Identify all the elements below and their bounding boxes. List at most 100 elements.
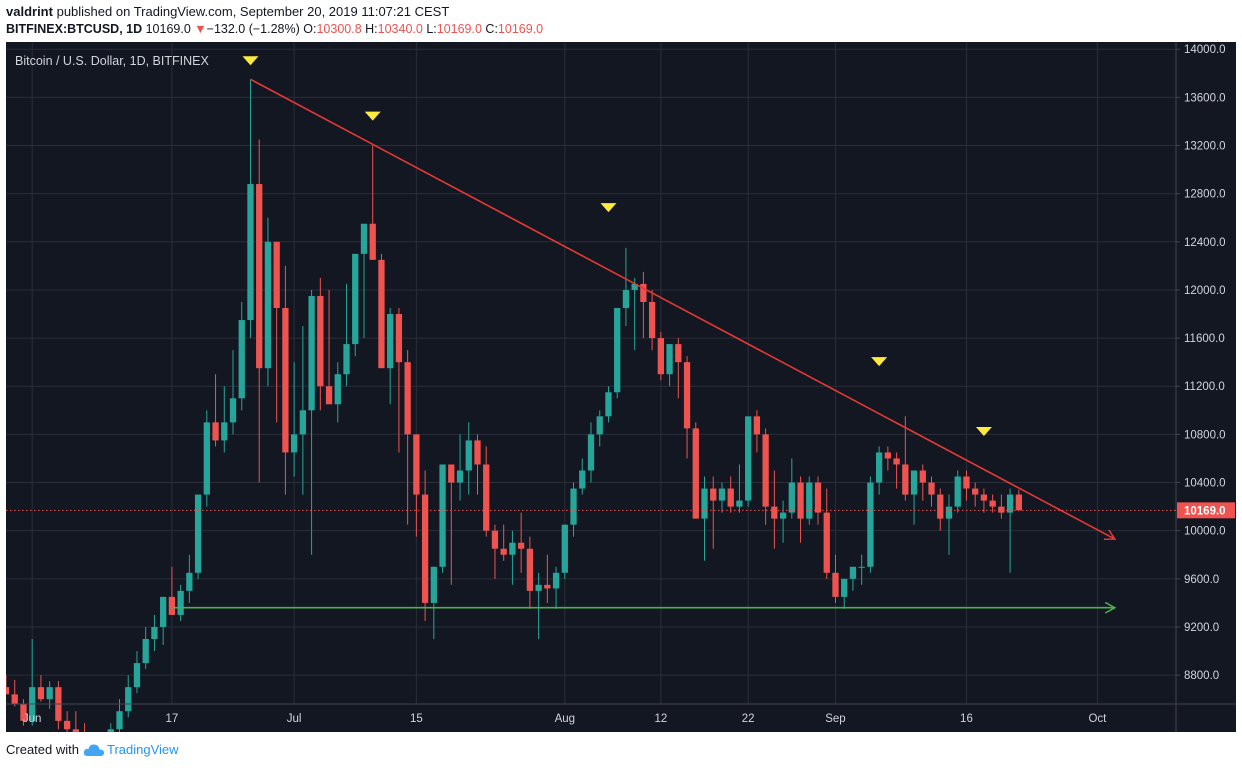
candle-body bbox=[273, 241, 280, 309]
candle bbox=[614, 308, 621, 399]
candle-body bbox=[910, 470, 918, 495]
down-triangle-marker bbox=[600, 203, 617, 213]
candle bbox=[666, 344, 673, 387]
candle bbox=[919, 464, 926, 501]
y-tick-label: 11200.0 bbox=[1184, 381, 1225, 393]
candle-body bbox=[552, 572, 560, 589]
tradingview-brand[interactable]: TradingView bbox=[106, 742, 179, 757]
candle bbox=[343, 283, 350, 387]
candle bbox=[631, 277, 638, 351]
candle bbox=[814, 476, 822, 525]
candle bbox=[116, 699, 123, 736]
candle-body bbox=[465, 440, 472, 471]
high-label: H: bbox=[365, 22, 378, 36]
candle bbox=[535, 572, 542, 640]
candle bbox=[806, 476, 813, 525]
resistance-arrowhead bbox=[1103, 529, 1117, 540]
candle bbox=[875, 446, 883, 495]
candle-body bbox=[518, 542, 525, 549]
candle-body bbox=[884, 452, 892, 459]
y-tick-label: 9200.0 bbox=[1184, 622, 1219, 634]
candle-body bbox=[596, 416, 603, 435]
candle bbox=[736, 464, 743, 513]
candle bbox=[753, 410, 761, 453]
candle bbox=[701, 476, 708, 561]
candle-body bbox=[657, 338, 664, 375]
candle-body bbox=[587, 434, 595, 471]
candle bbox=[37, 675, 45, 702]
candle-body bbox=[221, 422, 228, 441]
candle bbox=[989, 494, 996, 513]
candle-body bbox=[989, 500, 996, 507]
publish-info: valdrint published on TradingView.com, S… bbox=[6, 4, 449, 19]
candle-body bbox=[570, 488, 577, 525]
candle-body bbox=[605, 392, 612, 417]
tradingview-cloud-icon bbox=[83, 743, 105, 756]
candle-body bbox=[378, 259, 385, 369]
candle-body bbox=[753, 416, 761, 435]
candle-body bbox=[526, 548, 534, 591]
x-tick-label: Jul bbox=[287, 713, 302, 725]
candle bbox=[779, 500, 787, 543]
candle-body bbox=[247, 184, 254, 321]
last-price-tag bbox=[1177, 502, 1235, 519]
candle bbox=[771, 470, 778, 549]
candle bbox=[194, 494, 202, 579]
y-tick-label: 8800.0 bbox=[1184, 670, 1219, 682]
chart-container[interactable]: 14000.0 13600.0 13200.0 12800.0 12400.0 12000… bbox=[2, 42, 1236, 768]
candle-body bbox=[806, 482, 813, 519]
candle bbox=[928, 476, 935, 507]
x-tick-label: 22 bbox=[742, 713, 755, 725]
candle-body bbox=[902, 464, 909, 495]
y-tick-label: 10000.0 bbox=[1184, 526, 1226, 538]
x-axis[interactable]: Jun 17 Jul 15 Aug 12 22 Sep 16 Oct bbox=[23, 713, 1107, 725]
candle bbox=[762, 428, 769, 525]
y-tick-label: 11600.0 bbox=[1184, 333, 1225, 345]
x-tick-label: Jun bbox=[23, 713, 42, 725]
candle-body bbox=[919, 470, 926, 483]
candle bbox=[456, 434, 464, 501]
candle bbox=[727, 476, 734, 513]
candle bbox=[972, 482, 979, 507]
candle-body bbox=[1015, 494, 1022, 511]
candle-body bbox=[779, 512, 787, 519]
candle bbox=[483, 446, 490, 537]
tradingview-logo[interactable]: TradingView bbox=[83, 742, 179, 757]
candle bbox=[221, 386, 228, 453]
candle bbox=[308, 289, 315, 555]
candle-body bbox=[299, 410, 307, 435]
candle-body bbox=[203, 422, 210, 495]
candle bbox=[500, 524, 507, 561]
candle-body bbox=[937, 494, 944, 519]
down-triangle-marker bbox=[364, 111, 381, 121]
candle bbox=[421, 470, 429, 621]
candle bbox=[1006, 488, 1014, 573]
candle-body bbox=[20, 704, 27, 721]
candle bbox=[177, 584, 184, 621]
candle bbox=[125, 675, 132, 718]
candle bbox=[718, 482, 726, 513]
candle bbox=[378, 253, 385, 369]
candle-body bbox=[308, 295, 315, 411]
candle bbox=[168, 566, 176, 615]
author-name[interactable]: valdrint bbox=[6, 4, 53, 19]
candle-body bbox=[631, 283, 638, 290]
candle-body bbox=[675, 344, 682, 363]
candle bbox=[518, 512, 525, 573]
candle bbox=[893, 452, 900, 489]
candle bbox=[151, 614, 158, 652]
candle-body bbox=[500, 548, 507, 555]
candle-body bbox=[421, 494, 429, 603]
open-value: 10300.8 bbox=[316, 22, 362, 36]
candle bbox=[465, 422, 472, 495]
candle-body bbox=[972, 488, 979, 495]
candle bbox=[963, 470, 970, 501]
price-chart[interactable]: 14000.0 13600.0 13200.0 12800.0 12400.0 12000… bbox=[2, 42, 1236, 768]
candle bbox=[841, 578, 848, 609]
candle bbox=[264, 217, 272, 387]
x-tick-label: 15 bbox=[410, 713, 423, 725]
candle-body bbox=[875, 452, 883, 483]
y-axis[interactable]: 14000.0 13600.0 13200.0 12800.0 12400.0 12000… bbox=[1176, 44, 1235, 682]
candle bbox=[902, 416, 909, 501]
publish-text: published on TradingView.com, September … bbox=[56, 4, 450, 19]
